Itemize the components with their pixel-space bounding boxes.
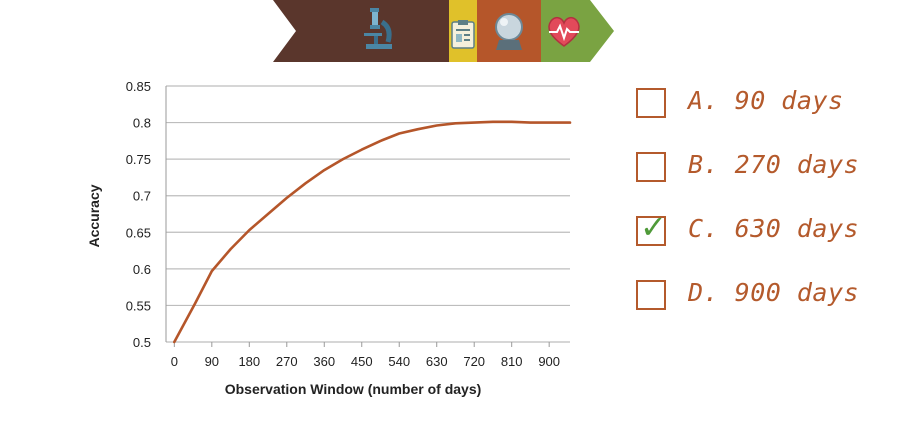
option-c-label: C. 630 days [688, 214, 860, 243]
option-a-label: A. 90 days [688, 86, 844, 115]
option-a[interactable]: A. 90 days [636, 84, 886, 124]
option-d-checkbox[interactable] [636, 280, 666, 310]
x-tick-label: 180 [238, 354, 260, 369]
y-tick-label: 0.7 [133, 189, 151, 204]
y-axis-label: Accuracy [86, 184, 102, 247]
x-tick-label: 540 [388, 354, 410, 369]
option-a-checkbox[interactable] [636, 88, 666, 118]
crystal-ball-icon [495, 13, 523, 50]
x-tick-label: 720 [463, 354, 485, 369]
accuracy-line-chart: 0.5 0.55 0.6 0.65 0.7 0.75 0.8 0.85 0 90 180 270 36… [86, 79, 572, 397]
x-tick-labels: 0 90 180 270 360 450 540 630 720 810 900 [171, 342, 560, 369]
y-tick-label: 0.85 [126, 79, 151, 94]
option-b-checkbox[interactable] [636, 152, 666, 182]
option-d[interactable]: D. 900 days [636, 276, 886, 316]
y-tick-label: 0.55 [126, 298, 151, 313]
x-tick-label: 450 [351, 354, 373, 369]
y-tick-labels: 0.5 0.55 0.6 0.65 0.7 0.75 0.8 0.85 [126, 79, 151, 350]
microscope-icon [364, 8, 392, 49]
option-b-label: B. 270 days [688, 150, 860, 179]
accuracy-series-line [173, 120, 572, 344]
answer-options: A. 90 days B. 270 days ✓ C. 630 days D. … [630, 80, 890, 340]
y-tick-label: 0.75 [126, 152, 151, 167]
x-tick-label: 90 [205, 354, 219, 369]
option-d-label: D. 900 days [688, 278, 860, 307]
option-c[interactable]: ✓ C. 630 days [636, 208, 886, 252]
banner-segment-brown [273, 0, 449, 62]
checkmark-icon: ✓ [640, 208, 667, 246]
y-tick-label: 0.5 [133, 335, 151, 350]
clipboard-icon [451, 20, 475, 49]
option-c-checkbox[interactable]: ✓ [636, 208, 667, 246]
x-tick-label: 810 [501, 354, 523, 369]
gridlines [166, 85, 570, 343]
topic-banner [273, 0, 614, 62]
option-b[interactable]: B. 270 days [636, 148, 886, 188]
x-tick-label: 270 [276, 354, 298, 369]
heart-rate-icon [548, 16, 580, 47]
x-tick-label: 630 [426, 354, 448, 369]
x-tick-label: 900 [538, 354, 560, 369]
x-tick-label: 0 [171, 354, 178, 369]
y-tick-label: 0.6 [133, 262, 151, 277]
x-axis-label: Observation Window (number of days) [225, 381, 482, 397]
y-tick-label: 0.65 [126, 225, 151, 240]
y-tick-label: 0.8 [133, 116, 151, 131]
x-tick-label: 360 [313, 354, 335, 369]
